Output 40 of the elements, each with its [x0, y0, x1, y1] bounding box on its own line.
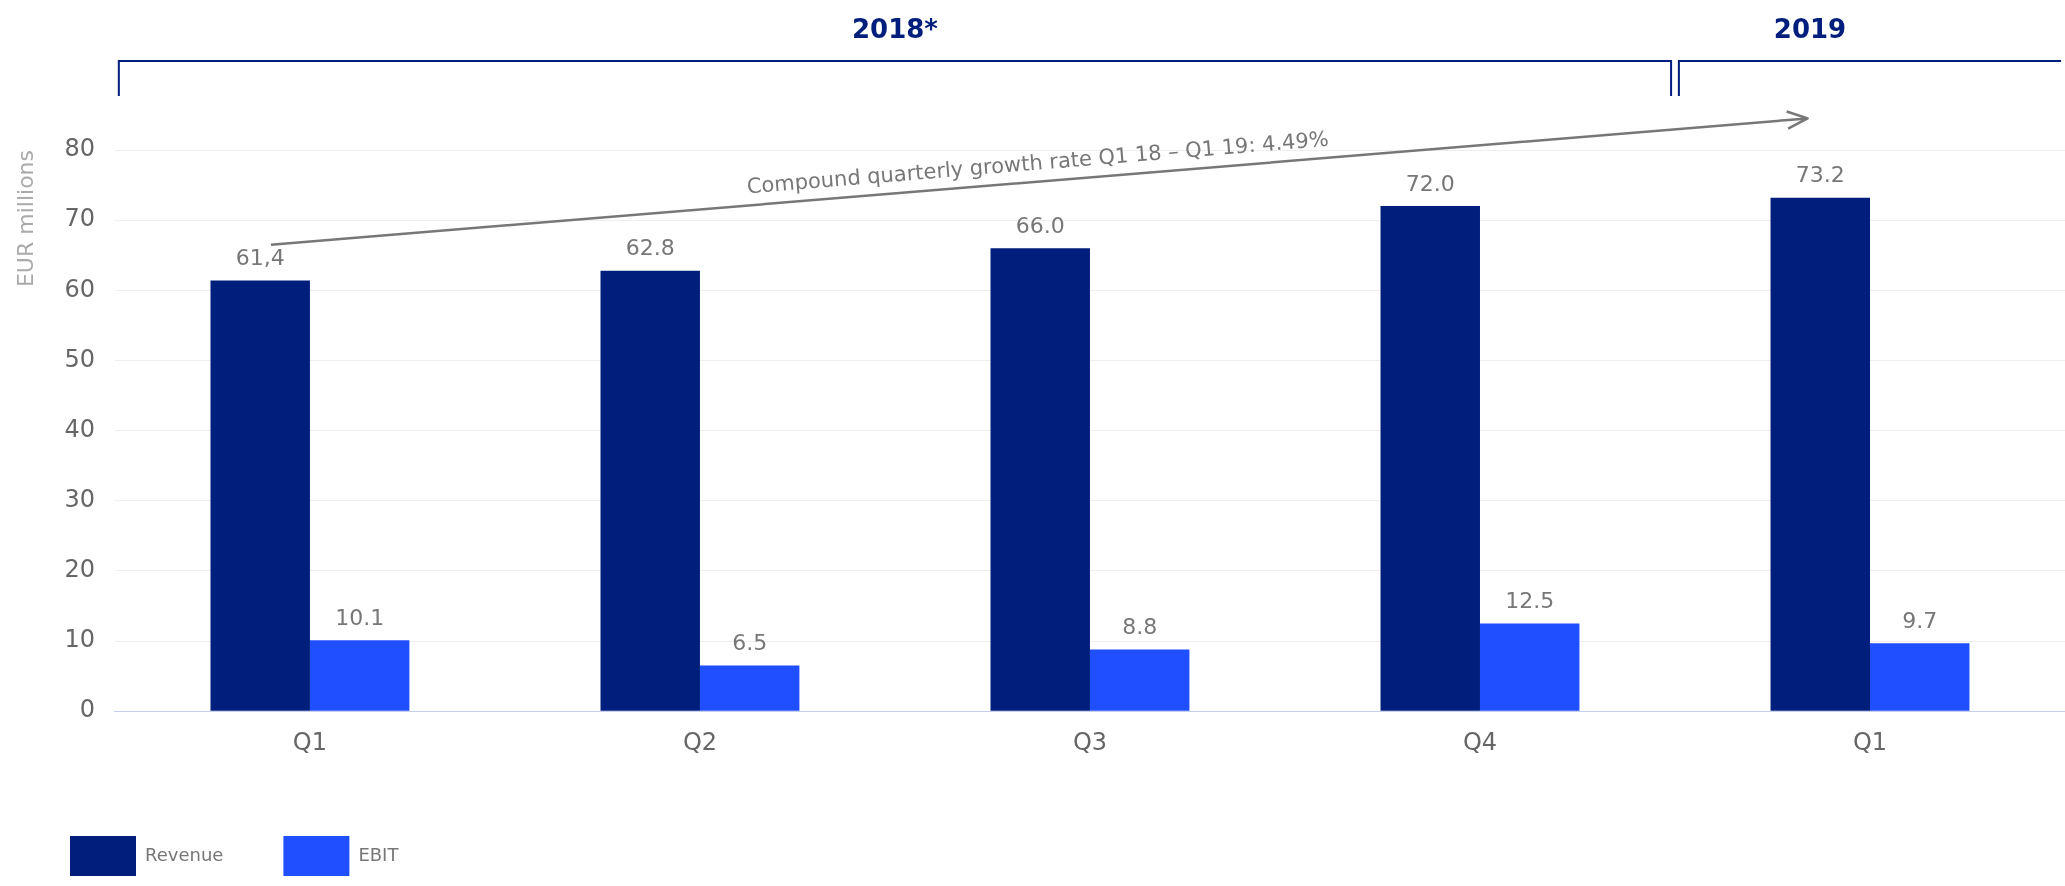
bar	[1770, 197, 1870, 711]
y-tick-label: 80	[64, 134, 95, 163]
data-label: 72.0	[1405, 170, 1455, 196]
bar	[600, 270, 700, 711]
data-label: 66.0	[1015, 212, 1065, 238]
y-tick-label: 0	[79, 695, 95, 724]
y-tick-label: 10	[64, 625, 95, 654]
data-label: 62.8	[625, 235, 675, 261]
legend-label: EBIT	[358, 843, 400, 865]
data-label: 10.1	[335, 605, 385, 631]
text: 2019	[1773, 14, 1847, 44]
x-tick-label: Q3	[1072, 727, 1108, 756]
bar	[210, 280, 310, 711]
y-tick-label: 40	[64, 414, 95, 443]
bar	[1089, 649, 1190, 711]
bar	[1869, 643, 1970, 711]
bar	[309, 640, 410, 711]
bar	[1380, 206, 1480, 711]
data-label: 73.2	[1795, 162, 1845, 188]
data-label: 61,4	[235, 245, 285, 271]
bar	[990, 248, 1090, 711]
y-tick-label: 30	[64, 484, 95, 513]
legend-label: Revenue	[145, 843, 224, 865]
x-tick-label: Q1	[292, 727, 328, 756]
y-tick-label: 70	[64, 204, 95, 233]
bar	[1479, 623, 1580, 711]
y-tick-label: 50	[64, 344, 95, 373]
data-label: 6.5	[732, 630, 768, 656]
data-label: 9.7	[1902, 607, 1938, 633]
data-label: 12.5	[1505, 588, 1555, 614]
text: 2018*	[851, 14, 939, 44]
x-tick-label: Q2	[682, 727, 718, 756]
y-axis-title: EUR millions	[12, 150, 38, 288]
y-tick-label: 60	[64, 274, 95, 303]
x-tick-label: Q1	[1852, 727, 1888, 756]
y-tick-label: 20	[64, 555, 95, 584]
annotation: Compound quarterly growth rate Q1 18 – Q1 19: 4.49%	[745, 126, 1330, 199]
data-label: 8.8	[1122, 614, 1158, 640]
bar	[699, 665, 800, 711]
x-tick-label: Q4	[1462, 727, 1498, 756]
